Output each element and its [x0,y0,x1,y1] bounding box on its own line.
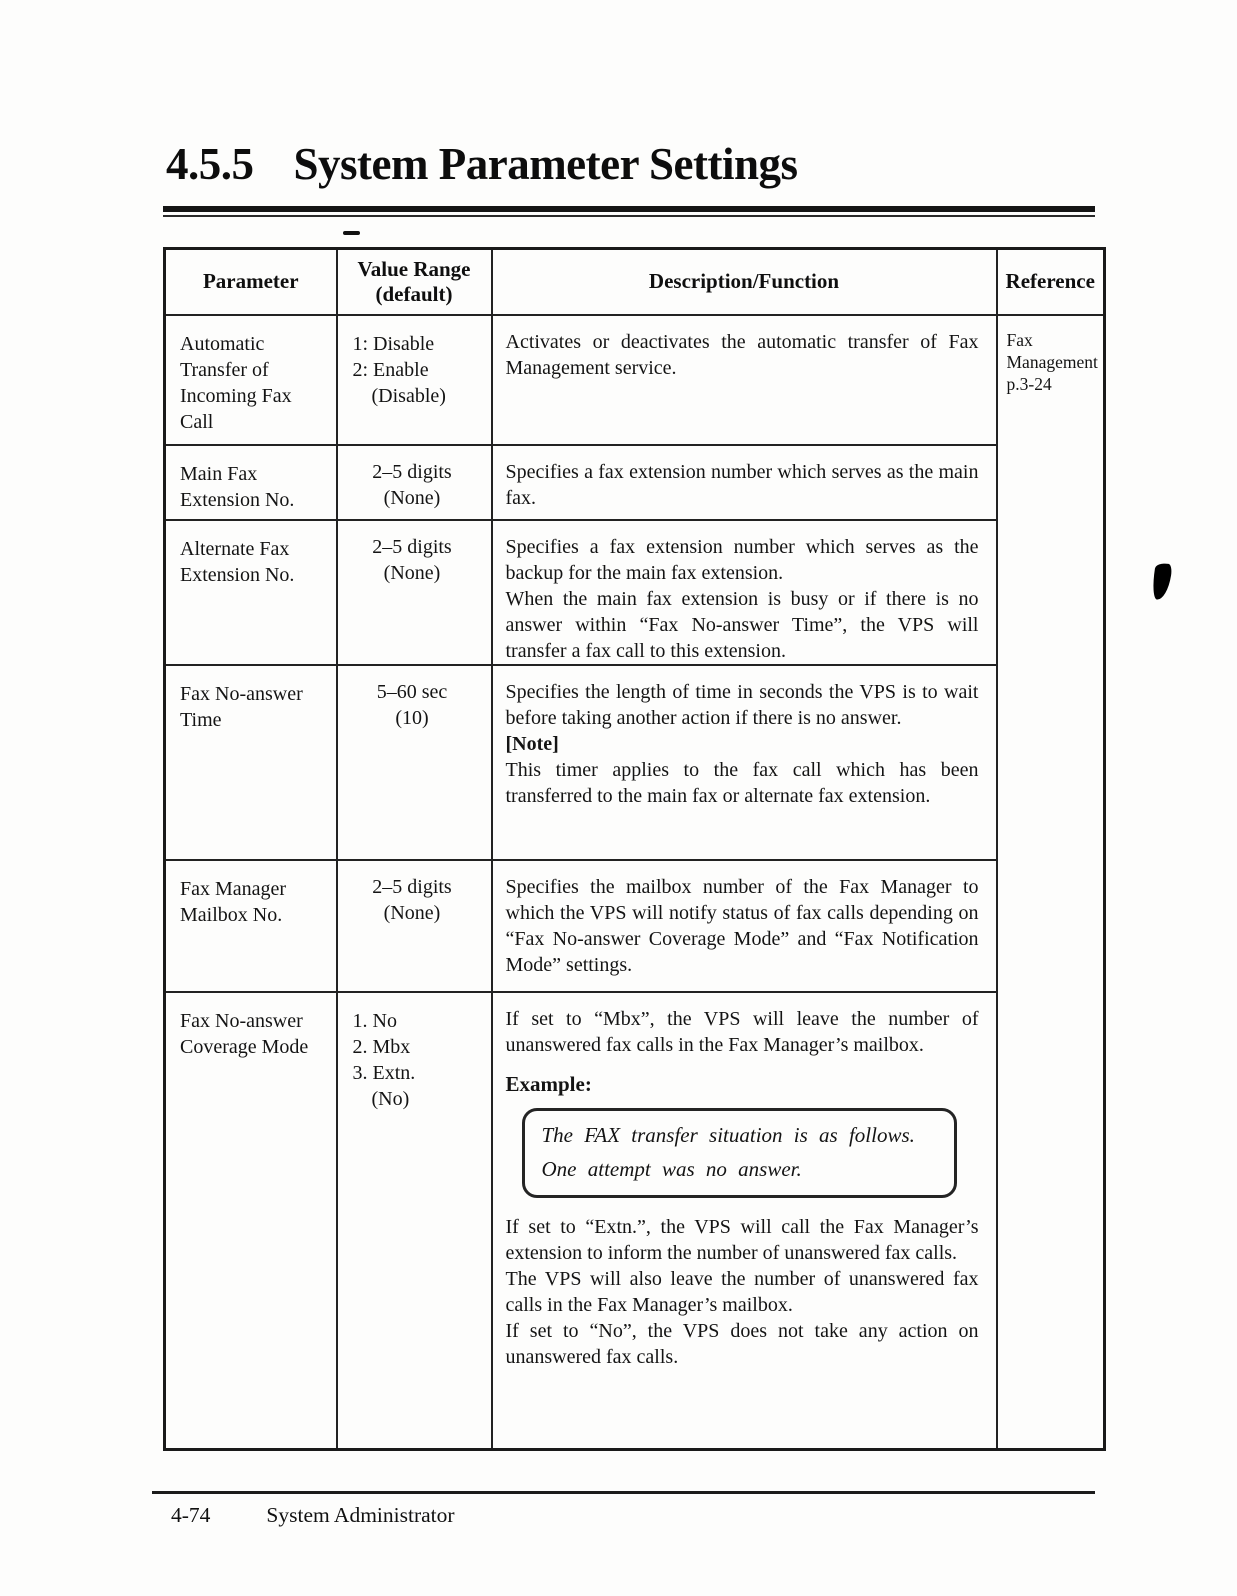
table-header-row: Parameter Value Range (default) Descript… [163,247,1106,316]
table-row-fax-manager-mailbox: Fax Manager Mailbox No. 2–5 digits (None… [163,858,1105,993]
value-range-cell: 1: Disable 2: Enable (Disable) [335,313,493,446]
table-row-automatic-transfer: Automatic Transfer of Incoming Fax Call … [163,313,1106,1451]
value-range-cell: 2–5 digits (None) [335,518,493,666]
value-range: 2–5 digits [372,875,452,898]
value-default: (10) [395,706,429,729]
page-title: 4.5.5 System Parameter Settings [166,138,798,190]
description-cell: Activates or deactivates the automatic t… [490,313,998,446]
reference-cell: Fax Management p.3-24 [995,313,1106,1451]
value-range-cell: 2–5 digits (None) [335,858,493,993]
value-range-header-line: Value Range [357,256,471,281]
col-header-reference: Reference [995,247,1106,316]
description-cell: Specifies a fax extension number which s… [490,518,998,666]
page-footer: 4-74 System Administrator [171,1503,455,1528]
footer-page-number: 4-74 [171,1503,211,1527]
description-cell: Specifies the mailbox number of the Fax … [490,858,998,993]
parameter-cell: Fax No-answer Time [163,663,338,861]
value-option: 1. No [352,1009,397,1032]
description-cell: If set to “Mbx”, the VPS will leave the … [490,990,998,1451]
description-paragraph: If set to “No”, the VPS does not take an… [505,1319,979,1368]
parameter-cell: Alternate Fax Extension No. [163,518,338,666]
value-default: (None) [383,901,441,924]
value-default: (Disable) [371,384,446,407]
description-paragraph: This timer applies to the fax call which… [505,758,979,807]
section-title: System Parameter Settings [293,139,799,189]
value-option: 3. Extn. [352,1061,416,1084]
col-header-description: Description/Function [490,247,998,316]
value-range: 5–60 sec [376,680,448,703]
description-paragraph: When the main fax extension is busy or i… [505,587,979,662]
description-paragraph: Specifies a fax extension number which s… [505,460,979,509]
value-option: 2: Enable [352,358,429,381]
ink-blob [1150,561,1173,602]
example-line: The FAX transfer situation is as follows… [541,1122,915,1147]
table-row-main-fax-extension: Main Fax Extension No. 2–5 digits (None)… [163,443,1105,521]
reference-line: Management [1006,351,1098,372]
value-range-cell: 2–5 digits (None) [335,443,493,521]
title-rule-thin [163,215,1095,217]
value-default: (None) [383,486,441,509]
col-header-value-range: Value Range (default) [335,247,493,316]
stray-dash-mark [343,231,360,235]
section-number: 4.5.5 [166,139,254,189]
example-line: One attempt was no answer. [541,1156,802,1181]
description-paragraph: Specifies a fax extension number which s… [505,535,979,584]
value-range: 2–5 digits [372,460,452,483]
example-box: The FAX transfer situation is as follows… [521,1107,957,1198]
description-paragraph: Specifies the length of time in seconds … [505,680,979,729]
value-range-cell: 5–60 sec (10) [335,663,493,861]
description-cell: Specifies the length of time in seconds … [490,663,998,861]
value-range-default-line: (default) [375,281,453,306]
title-rule-thick [163,206,1095,212]
value-default: (No) [371,1087,410,1110]
example-label: Example: [505,1071,592,1096]
value-option: 1: Disable [352,332,435,355]
note-label: [Note] [505,732,559,755]
description-paragraph: The VPS will also leave the number of un… [505,1267,979,1316]
parameter-cell: Main Fax Extension No. [163,443,338,521]
col-header-parameter: Parameter [163,247,338,316]
footer-label: System Administrator [266,1503,455,1527]
system-parameter-table: Parameter Value Range (default) Descript… [163,247,1106,1451]
reference-line: Fax [1006,329,1033,350]
table-row-alternate-fax-extension: Alternate Fax Extension No. 2–5 digits (… [163,518,1105,666]
value-option: 2. Mbx [352,1035,411,1058]
value-default: (None) [383,561,441,584]
value-range: 2–5 digits [372,535,452,558]
reference-line: p.3-24 [1006,373,1052,394]
value-range-cell: 1. No 2. Mbx 3. Extn. (No) [335,990,493,1451]
parameter-cell: Fax No-answer Coverage Mode [163,990,338,1451]
description-cell: Specifies a fax extension number which s… [490,443,998,521]
parameter-cell: Automatic Transfer of Incoming Fax Call [163,313,338,446]
parameter-cell: Fax Manager Mailbox No. [163,858,338,993]
description-paragraph: If set to “Extn.”, the VPS will call the… [505,1215,979,1264]
footer-rule [152,1491,1095,1494]
description-paragraph: Specifies the mailbox number of the Fax … [505,875,979,976]
description-paragraph: Activates or deactivates the automatic t… [505,330,979,379]
table-row-fax-no-answer-time: Fax No-answer Time 5–60 sec (10) Specifi… [163,663,1105,861]
table-row-fax-no-answer-coverage-mode: Fax No-answer Coverage Mode 1. No 2. Mbx… [163,990,1105,1451]
description-paragraph: If set to “Mbx”, the VPS will leave the … [505,1007,979,1056]
